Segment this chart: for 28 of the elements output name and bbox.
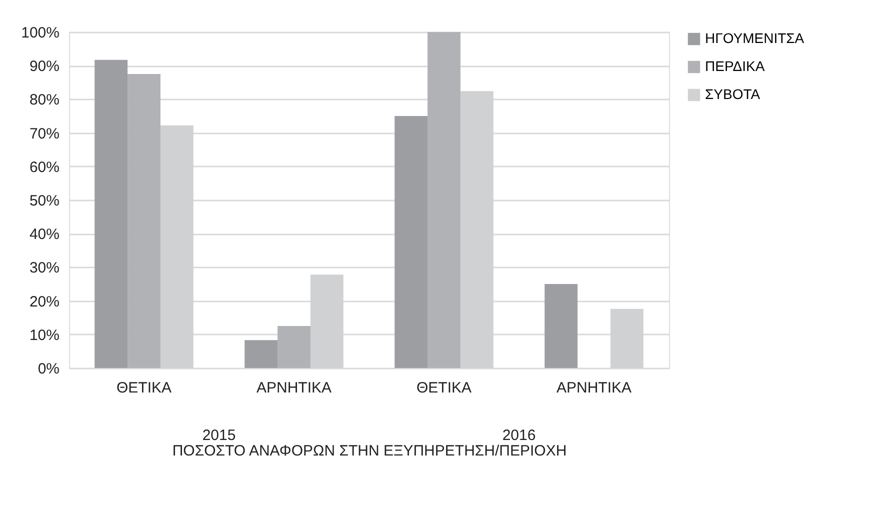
y-tick-label: 90% (29, 58, 60, 76)
text: 2015 (202, 427, 236, 444)
y-tick-label: 0% (38, 360, 60, 378)
bar (128, 74, 160, 368)
y-tick-label: 10% (29, 326, 60, 344)
y-tick-label: 60% (29, 158, 60, 176)
y-tick-label: 50% (29, 192, 60, 210)
bar (244, 340, 278, 368)
bar (544, 284, 578, 368)
y-tick-label: 80% (29, 92, 60, 109)
legend-label: ΣΥΒΟΤΑ (705, 86, 761, 102)
x-tick-label: ΑΡΝΗΤΙΚΑ (256, 380, 332, 396)
bar (94, 60, 128, 368)
y-tick-label: 100% (21, 24, 60, 42)
bar (278, 326, 310, 368)
x-tick-label: ΑΡΝΗΤΙΚΑ (556, 380, 632, 396)
text: 2016 (502, 427, 536, 444)
x-tick-label: ΘΕΤΙΚΑ (416, 380, 472, 396)
y-tick-label: 40% (29, 226, 60, 244)
y-tick-label: 30% (29, 260, 60, 277)
x-tick-label: ΘΕΤΙΚΑ (116, 380, 172, 396)
y-tick-label: 20% (29, 293, 60, 310)
bar (394, 116, 428, 368)
x-axis-title: ΠΟΣΟΣΤΟ ΑΝΑΦΟΡΩΝ ΣΤΗΝ ΕΞΥΠΗΡΕΤΗΣΗ/ΠΕΡΙΟΧΗ (172, 442, 567, 460)
legend-label: ΠΕΡΔΙΚΑ (705, 58, 766, 74)
y-tick-label: 70% (29, 125, 60, 142)
bar (428, 32, 460, 368)
legend-label: ΗΓΟΥΜΕΝΙΤΣΑ (705, 30, 805, 46)
